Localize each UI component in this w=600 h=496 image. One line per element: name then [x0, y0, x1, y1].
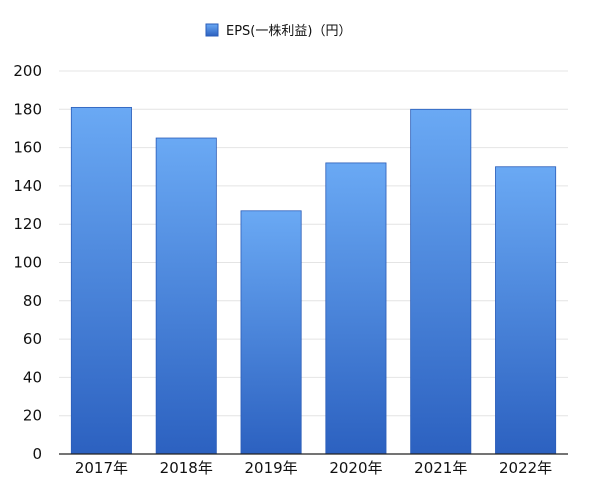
- grid-lines: [59, 70, 568, 417]
- bars: [70, 106, 557, 455]
- y-tick-label: 180: [13, 100, 42, 118]
- y-axis-tick-labels: 0 20 40 60 80 100 120 140 160 180 200: [13, 62, 42, 463]
- legend-swatch: [205, 23, 219, 37]
- y-tick-label: 160: [13, 139, 42, 157]
- y-tick-label: 40: [23, 368, 42, 386]
- x-axis-tick-labels: 2017年 2018年 2019年 2020年 2021年 2022年: [75, 459, 552, 477]
- x-tick-label: 2022年: [499, 459, 552, 477]
- bar: [70, 106, 132, 455]
- bar: [155, 137, 217, 455]
- bar: [325, 162, 387, 455]
- x-tick-label: 2019年: [244, 459, 297, 477]
- x-tick-label: 2018年: [160, 459, 213, 477]
- bar: [495, 166, 557, 455]
- x-tick-label: 2017年: [75, 459, 128, 477]
- legend-label: EPS(一株利益)（円）: [226, 24, 351, 39]
- y-tick-label: 120: [13, 215, 42, 233]
- legend: EPS(一株利益)（円）: [205, 23, 351, 39]
- bar: [240, 210, 302, 455]
- y-tick-label: 200: [13, 62, 42, 80]
- y-tick-label: 60: [23, 330, 42, 348]
- bar: [410, 108, 472, 455]
- y-tick-label: 80: [23, 292, 42, 310]
- y-tick-label: 0: [32, 445, 42, 463]
- x-tick-label: 2021年: [414, 459, 467, 477]
- y-tick-label: 20: [23, 407, 42, 425]
- y-tick-label: 140: [13, 177, 42, 195]
- x-tick-label: 2020年: [329, 459, 382, 477]
- y-tick-label: 100: [13, 254, 42, 272]
